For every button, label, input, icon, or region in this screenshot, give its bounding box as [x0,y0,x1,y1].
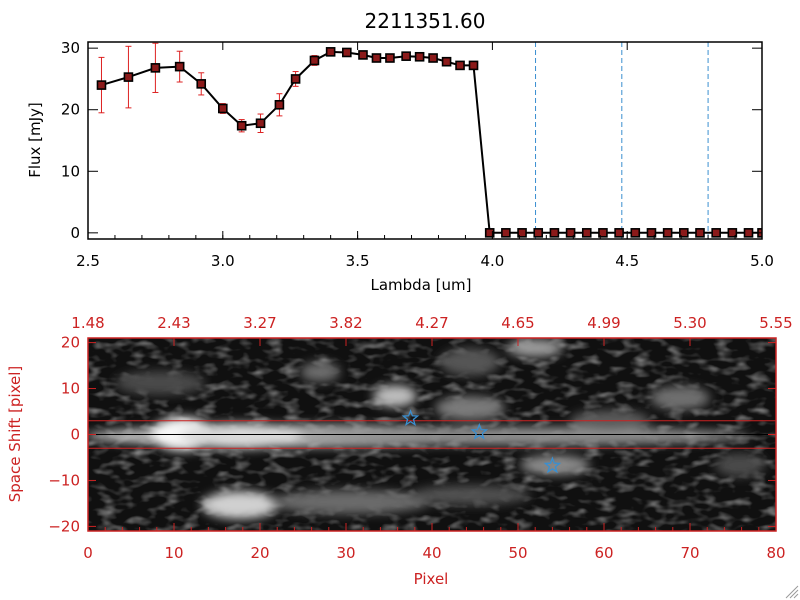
wavelength-tick-label: 2.43 [157,314,190,332]
wavelength-tick-label: 4.99 [587,314,620,332]
data-point [150,63,161,73]
x-tick-label: 5.0 [750,252,774,270]
chart-title: 2211351.60 [365,9,486,33]
bottom-y-ticks: −20 −10 0 10 20 [48,334,776,535]
wavelength-tick-label: 5.30 [673,314,706,332]
data-point [290,74,301,84]
data-point [679,228,689,238]
x-tick-label: 3.5 [346,252,370,270]
y-tick-label: 30 [61,39,80,57]
data-point [468,60,479,71]
data-point [484,228,495,238]
data-point [630,228,641,238]
data-point [441,56,452,67]
data-point [517,228,527,238]
data-point [342,47,352,58]
wavelength-tick-label: 4.27 [415,314,448,332]
wavelength-tick-label: 5.55 [759,314,792,332]
pixel-tick-label: 20 [250,544,269,562]
pixel-axis-label: Pixel [414,570,449,588]
pixel-tick-label: 80 [766,544,785,562]
data-point [533,228,544,238]
y-axis-label: Flux [mJy] [26,102,44,178]
wavelength-tick-label: 3.82 [329,314,362,332]
spectral-image [88,338,776,531]
data-point [123,72,134,82]
data-point [218,103,228,114]
top-y-ticks: 0 10 20 30 [61,39,762,242]
space-tick-label: −10 [48,471,80,489]
space-tick-label: −20 [48,517,80,535]
wavelength-tick-label: 3.27 [243,314,276,332]
flux-line [101,50,762,234]
data-point [727,228,738,238]
y-tick-label: 10 [61,162,80,180]
wavelength-tick-label: 4.65 [501,314,534,332]
pixel-tick-label: 10 [164,544,183,562]
data-point [501,228,511,238]
x-axis-label: Lambda [um] [371,276,472,294]
wavelength-tick-label: 1.48 [71,314,104,332]
data-point [743,228,754,238]
extraction-lines [88,420,776,449]
pixel-tick-label: 70 [680,544,699,562]
pixel-tick-label: 30 [336,544,355,562]
data-point [549,228,560,238]
data-point [274,99,285,110]
pixel-tick-label: 60 [594,544,613,562]
data-point [325,47,336,57]
bottom-x-ticks: 0 10 20 30 40 50 60 70 80 [83,523,786,562]
y-tick-label: 0 [70,224,80,242]
space-shift-axis-label: Space Shift [pixel] [6,366,24,503]
flux-series [96,42,762,238]
space-tick-label: 0 [70,426,80,444]
bottom-top-wavelength-ticks: 1.48 2.43 3.27 3.82 4.27 4.65 4.99 5.30 5.55 [71,314,793,346]
x-tick-label: 4.0 [480,252,504,270]
spectrum-plot: 2211351.60 2.5 3.0 3.5 4.0 4.5 5.0 0 10 20 30 La… [26,9,774,294]
data-point [358,50,368,60]
data-point [598,228,608,238]
data-point [255,118,266,129]
data-point [428,53,438,63]
data-point [414,51,425,62]
x-tick-label: 3.0 [211,252,235,270]
data-point [565,228,576,238]
pixel-tick-label: 50 [508,544,527,562]
data-point [401,51,411,61]
data-point [711,228,721,238]
x-tick-label: 4.5 [615,252,639,270]
data-point [309,55,320,66]
data-point [385,53,395,63]
source-star-marker [470,422,489,440]
data-point [96,80,107,90]
data-point [236,120,247,131]
top-x-ticks: 2.5 3.0 3.5 4.0 4.5 5.0 [76,42,774,270]
resize-grip-icon[interactable] [785,585,799,599]
data-point [581,228,592,238]
pixel-tick-label: 40 [422,544,441,562]
data-point [662,228,673,238]
top-plot-frame [87,41,763,240]
data-point [695,228,705,238]
source-star-marker [543,456,562,474]
source-markers [401,409,562,474]
space-tick-label: 10 [61,380,80,398]
y-tick-label: 20 [61,101,80,119]
x-tick-label: 2.5 [76,252,100,270]
data-point [614,228,624,238]
pixel-tick-label: 0 [83,544,93,562]
spectral-image-plot: 0 10 20 30 40 50 60 70 80 −20 −10 0 10 20 1.48 2.43 3.… [6,314,793,588]
vertical-markers [492,42,762,239]
data-point [174,61,185,72]
data-point [196,79,207,89]
data-point [371,53,382,63]
data-point [455,60,465,71]
data-point [646,228,657,238]
source-star-marker [401,409,420,426]
space-tick-label: 20 [61,334,80,352]
